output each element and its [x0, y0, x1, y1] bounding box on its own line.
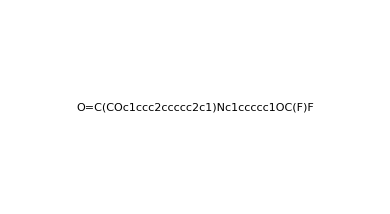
Text: O=C(COc1ccc2ccccc2c1)Nc1ccccc1OC(F)F: O=C(COc1ccc2ccccc2c1)Nc1ccccc1OC(F)F [76, 102, 314, 112]
